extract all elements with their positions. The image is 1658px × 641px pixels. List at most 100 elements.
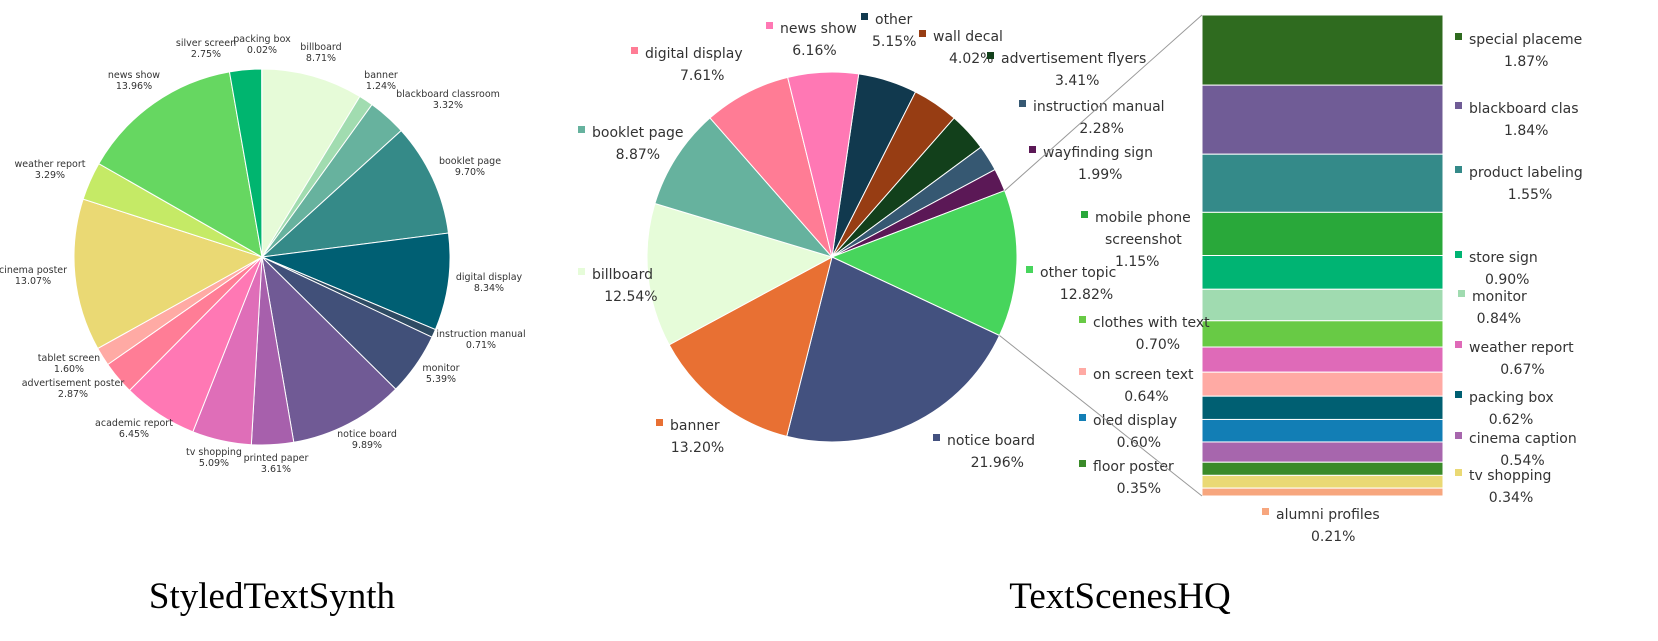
- bar-label-monitor-value: 0.84%: [1477, 311, 1521, 327]
- bar-label-weather-report-value: 0.67%: [1500, 362, 1544, 378]
- bar-label-cinema-caption-value: 0.54%: [1500, 453, 1544, 469]
- pie2-label-other: other: [875, 12, 913, 28]
- bar-label-cinema-caption: cinema caption: [1469, 431, 1577, 447]
- bar-label-packing-box: packing box: [1469, 390, 1554, 406]
- pie1-label-tv-shopping-value: 5.09%: [199, 458, 229, 469]
- pie1-label-academic-report-value: 6.45%: [119, 429, 149, 440]
- bar-segment-floor-poster: [1201, 461, 1444, 476]
- bar-label-monitor-marker: [1458, 290, 1465, 297]
- bar-label-on-screen-text: on screen text: [1093, 367, 1194, 383]
- bar-label-blackboard-classroom: blackboard clas: [1469, 101, 1579, 117]
- breakdown-connector-lines: [999, 14, 1203, 497]
- bar-label-special-placement-value: 1.87%: [1504, 54, 1548, 70]
- pie2-label-wayfinding-sign-value: 1.99%: [1078, 167, 1122, 183]
- pie-slice-notice-board: [786, 256, 1001, 443]
- pie2-label-wall-decal-value: 4.02%: [949, 51, 993, 67]
- bar-label-floor-poster-marker: [1079, 460, 1086, 467]
- bar-label-oled-display: oled display: [1093, 413, 1177, 429]
- bar-label-packing-box-value: 0.62%: [1489, 412, 1533, 428]
- pie-slice-booklet-page: [260, 129, 450, 258]
- pie2-label-billboard-marker: [578, 268, 585, 275]
- pie-slice-billboard: [261, 68, 361, 259]
- pie1-label-blackboard-classroom-value: 3.32%: [433, 100, 463, 111]
- bar-label-mobile-phone-screenshot-marker: [1081, 211, 1088, 218]
- pie2-label-news-show-marker: [766, 22, 773, 29]
- pie2-label-notice-board-marker: [933, 434, 940, 441]
- bar-label-on-screen-text-value: 0.64%: [1124, 389, 1168, 405]
- bar-label-mobile-phone-screenshot-value: 1.15%: [1115, 254, 1159, 270]
- pie2-label-billboard-value: 12.54%: [604, 289, 657, 305]
- pie2-label-other-topic-marker: [1026, 266, 1033, 273]
- pie2-label-news-show-value: 6.16%: [792, 43, 836, 59]
- bar-label-clothes-with-text: clothes with text: [1093, 315, 1210, 331]
- textsceneshq-labels: other 5.15% wall decal 4.02% advertisement f…: [578, 12, 1165, 471]
- pie2-label-wall-decal-marker: [919, 30, 926, 37]
- pie-slice-banner: [668, 256, 833, 437]
- bar-segment-special-placement: [1201, 14, 1444, 86]
- bar-label-cinema-caption-marker: [1455, 432, 1462, 439]
- bar-segment-store-sign: [1201, 255, 1444, 290]
- pie1-label-digital-display: digital display: [456, 272, 523, 283]
- bar-label-floor-poster: floor poster: [1093, 459, 1174, 475]
- bar-label-tv-shopping: tv shopping: [1469, 468, 1551, 484]
- bar-segment-packing-box: [1201, 395, 1444, 420]
- pie2-label-booklet-page-value: 8.87%: [616, 147, 660, 163]
- pie1-label-silver-screen-value: 2.75%: [191, 49, 221, 60]
- bar-label-on-screen-text-marker: [1079, 368, 1086, 375]
- pie2-label-news-show: news show: [780, 21, 857, 37]
- pie-slice-billboard: [646, 202, 834, 346]
- bar-label-store-sign-value: 0.90%: [1485, 272, 1529, 288]
- pie1-label-billboard-value: 8.71%: [306, 53, 336, 64]
- bar-label-weather-report: weather report: [1469, 340, 1574, 356]
- pie2-label-other-topic-value: 12.82%: [1060, 287, 1113, 303]
- bar-segment-cinema-caption: [1201, 441, 1444, 463]
- pie1-label-booklet-page: booklet page: [439, 156, 501, 167]
- bar-label-special-placement-marker: [1455, 33, 1462, 40]
- pie2-label-booklet-page: booklet page: [592, 125, 684, 141]
- pie2-label-advertisement-flyers-marker: [987, 52, 994, 59]
- pie1-label-weather-report-value: 3.29%: [35, 170, 65, 181]
- pie1-label-advertisement-poster: advertisement poster: [22, 378, 125, 389]
- pie1-label-academic-report: academic report: [95, 418, 173, 429]
- pie1-label-cinema-poster: cinema poster: [0, 265, 67, 276]
- pie1-label-tablet-screen: tablet screen: [38, 353, 100, 364]
- pie2-label-digital-display: digital display: [645, 46, 743, 62]
- bar-label-tv-shopping-marker: [1455, 469, 1462, 476]
- bar-label-oled-display-marker: [1079, 414, 1086, 421]
- pie2-label-advertisement-flyers-value: 3.41%: [1055, 73, 1099, 89]
- bar-label-product-labeling-value: 1.55%: [1508, 187, 1552, 203]
- pie1-label-digital-display-value: 8.34%: [474, 283, 504, 294]
- pie1-label-monitor-value: 5.39%: [426, 374, 456, 385]
- pie2-label-wayfinding-sign-marker: [1029, 146, 1036, 153]
- bar-label-oled-display-value: 0.60%: [1117, 435, 1161, 451]
- pie2-label-notice-board-value: 21.96%: [971, 455, 1024, 471]
- bar-label-blackboard-classroom-value: 1.84%: [1504, 123, 1548, 139]
- pie1-label-instruction-manual: instruction manual: [436, 329, 525, 340]
- bar-label-mobile-phone-screenshot: mobile phone screenshot: [1095, 210, 1191, 248]
- bar-label-clothes-with-text-marker: [1079, 316, 1086, 323]
- styledtextsynth-pie: [73, 68, 451, 446]
- pie1-label-tv-shopping: tv shopping: [186, 447, 242, 458]
- pie1-label-printed-paper-value: 3.61%: [261, 464, 291, 475]
- pie2-label-digital-display-value: 7.61%: [680, 68, 724, 84]
- pie2-label-other-marker: [861, 13, 868, 20]
- pie1-label-weather-report: weather report: [15, 159, 86, 170]
- pie2-label-advertisement-flyers: advertisement flyers: [1001, 51, 1146, 67]
- bar-segment-oled-display: [1201, 418, 1444, 443]
- pie2-label-booklet-page-marker: [578, 126, 585, 133]
- pie1-label-cinema-poster-value: 13.07%: [15, 276, 51, 287]
- pie-slice-booklet-page: [654, 117, 834, 258]
- pie1-label-banner: banner: [364, 70, 398, 81]
- bar-label-store-sign: store sign: [1469, 250, 1538, 266]
- bar-segment-clothes-with-text: [1201, 320, 1444, 348]
- bar-segment-alumni-profiles: [1201, 487, 1444, 497]
- bar-label-blackboard-classroom-marker: [1455, 102, 1462, 109]
- pie2-label-notice-board: notice board: [947, 433, 1035, 449]
- bar-label-floor-poster-value: 0.35%: [1117, 481, 1161, 497]
- bar-segment-on-screen-text: [1201, 371, 1444, 397]
- bar-label-weather-report-marker: [1455, 341, 1462, 348]
- pie2-label-instruction-manual-marker: [1019, 100, 1026, 107]
- other-topic-breakdown-labels: special placeme 1.87% blackboard clas 1.84%…: [1079, 32, 1583, 545]
